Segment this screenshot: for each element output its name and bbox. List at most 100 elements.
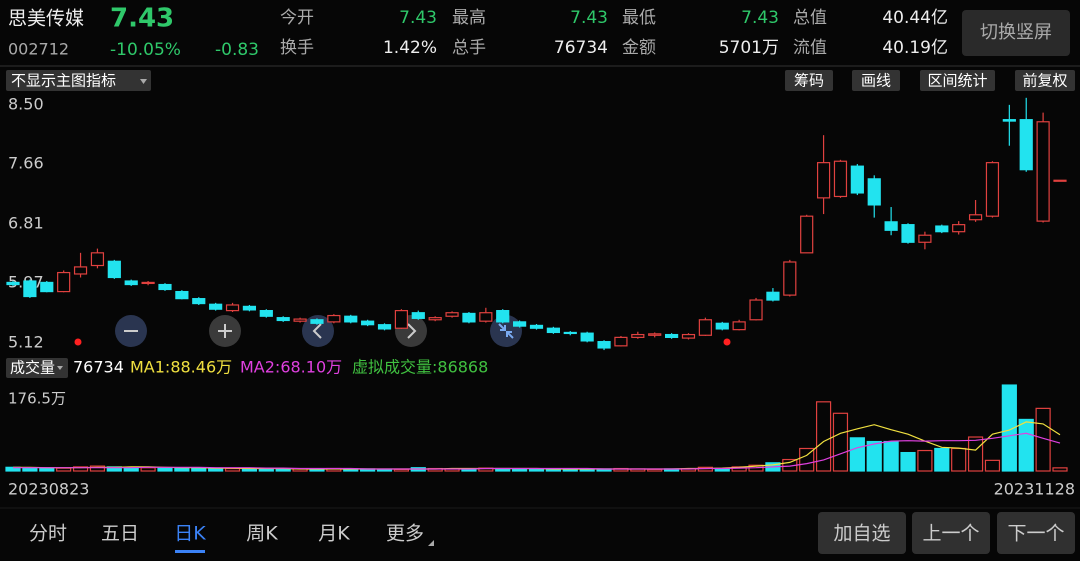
action-button[interactable] (818, 512, 906, 554)
tab[interactable]: 月K (318, 523, 350, 545)
candle-body (344, 315, 358, 323)
candle-body (901, 224, 915, 243)
tab[interactable]: 周K (246, 523, 278, 545)
volume-bar (512, 468, 528, 472)
candle-body (918, 234, 932, 243)
candle-body (884, 221, 898, 231)
marker-dot (74, 338, 82, 346)
orientation-button[interactable] (962, 10, 1070, 56)
candle-body (681, 333, 696, 339)
stat-value: 40.44亿 (882, 8, 948, 28)
pct-change: -10.05% (110, 40, 181, 60)
candle-body (867, 178, 881, 206)
candle-body (800, 215, 814, 254)
candle-body (783, 261, 797, 296)
volume-bar (56, 467, 72, 472)
candle-body (597, 341, 611, 349)
candle-body (361, 320, 375, 326)
tab-underline (175, 550, 205, 553)
volume-select[interactable] (6, 358, 68, 378)
volume-bar (309, 468, 325, 472)
y-tick-label: 7.66 (8, 154, 44, 173)
candle-body (631, 333, 645, 338)
stat-label: 换手 (280, 38, 314, 58)
candle-body (648, 333, 662, 336)
stat-value: 40.19亿 (882, 38, 948, 58)
candle-body (580, 332, 594, 342)
candle-body (952, 224, 966, 233)
volume-bar (39, 467, 55, 472)
candle-body (158, 283, 172, 291)
candle-body (1002, 119, 1016, 122)
volume-bar (72, 466, 89, 472)
y-tick-label: 8.50 (8, 94, 44, 113)
prev-button[interactable] (302, 315, 334, 347)
stat-label: 总手 (452, 38, 486, 58)
candle-body (833, 160, 848, 198)
volume-bar (393, 468, 410, 472)
action-button[interactable] (997, 512, 1075, 554)
candle-body (242, 305, 257, 311)
stock-name: 思美传媒 (8, 8, 84, 30)
candle-body (529, 324, 544, 329)
candle-body (209, 303, 223, 310)
candle-body (23, 280, 37, 298)
candle-body (175, 290, 189, 300)
volume-bar (900, 451, 916, 472)
action-label: 下一个 (1007, 523, 1064, 545)
dropdown-arrow (57, 366, 63, 370)
tool-button[interactable] (1015, 70, 1075, 91)
indicator-label: 不显示主图指标 (11, 72, 116, 90)
action-button[interactable] (912, 512, 990, 554)
stat-value: 76734 (554, 38, 608, 58)
candle-body (968, 214, 983, 221)
candle-body (107, 260, 121, 279)
tab[interactable]: 日K (174, 523, 206, 545)
tool-button[interactable] (920, 70, 995, 91)
candle-body (445, 312, 459, 317)
tool-button[interactable] (852, 70, 900, 91)
candle-body (546, 327, 560, 334)
ma2-label: MA2:68.10万 (240, 358, 342, 377)
indicator-select[interactable] (6, 70, 151, 91)
y-tick-label: 6.81 (8, 213, 44, 232)
volume-bar (275, 468, 291, 472)
action-label: 上一个 (922, 523, 979, 545)
candle-body (411, 312, 425, 319)
candle-body (293, 318, 307, 322)
marker-dot (723, 338, 731, 346)
volume-bar (967, 436, 984, 472)
candle-body (327, 314, 341, 323)
candle-body (90, 252, 105, 267)
volume-bar (174, 467, 190, 472)
volume-bar (1018, 418, 1034, 472)
stat-label: 今开 (280, 8, 314, 28)
volume-bar (849, 437, 865, 472)
icon (498, 323, 514, 339)
candle-body (394, 310, 409, 329)
volume-bar (883, 440, 899, 472)
tool-label: 前复权 (1022, 72, 1067, 90)
candle-body (124, 280, 138, 286)
candle-body (496, 310, 510, 323)
volume-bar (140, 467, 156, 472)
candle-body (850, 165, 864, 194)
tab[interactable]: 分时 (29, 523, 67, 545)
volume-bar (579, 468, 595, 472)
volume-bar (376, 468, 393, 472)
volume-bar (934, 447, 950, 472)
stat-label: 流值 (793, 38, 827, 58)
candle-body (462, 312, 476, 323)
tab[interactable]: 五日 (101, 523, 139, 545)
tool-button[interactable] (785, 70, 833, 91)
candle-body (276, 317, 290, 322)
candle-body (141, 281, 155, 285)
start-date: 20230823 (8, 480, 89, 499)
candle-body (57, 271, 71, 293)
candle-body (513, 321, 527, 327)
candle-body (310, 319, 324, 324)
candle-body (985, 162, 1000, 217)
tab[interactable]: 更多 (386, 523, 424, 545)
candle-body (192, 298, 206, 305)
